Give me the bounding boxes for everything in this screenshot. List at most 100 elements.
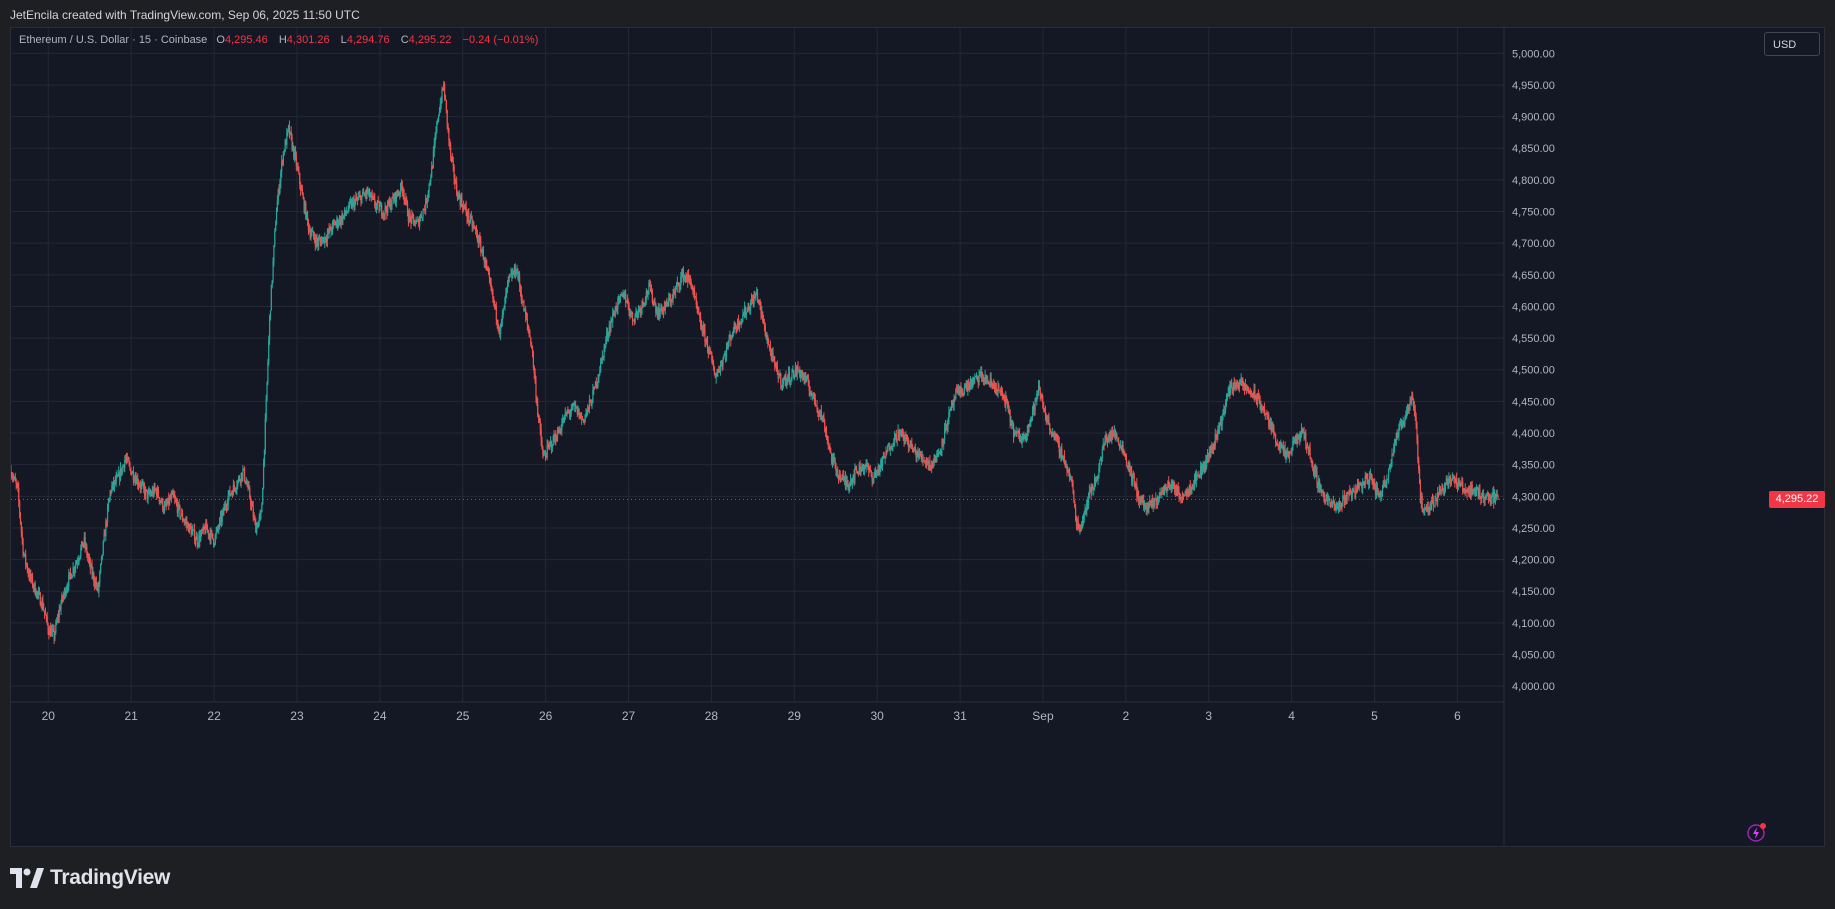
candle-body (1438, 487, 1441, 495)
candle-body (847, 484, 849, 490)
candle-body (613, 314, 616, 316)
candle-body (813, 392, 816, 399)
candle-body (1369, 473, 1372, 478)
candle-body (284, 140, 286, 152)
candle-body (1395, 432, 1397, 443)
candle-body (780, 373, 782, 386)
candle-body (166, 503, 168, 505)
candle-body (1081, 521, 1084, 529)
candle-body (729, 336, 731, 338)
candle-body (212, 533, 214, 539)
candle-body (1102, 444, 1104, 449)
candle-body (529, 334, 531, 338)
candle-body (81, 541, 84, 547)
candle-body (250, 497, 252, 506)
candle-body (979, 375, 981, 377)
y-tick-label: 4,350.00 (1512, 460, 1555, 472)
candle-body (269, 310, 272, 317)
candle-body (64, 589, 66, 596)
candle-body (161, 499, 163, 503)
candle-body (510, 273, 512, 275)
candle-body (145, 489, 147, 491)
candle-body (406, 198, 408, 203)
candle-body (334, 222, 336, 226)
candle-body (1331, 504, 1333, 506)
candle-body (338, 218, 341, 224)
candle-body (656, 311, 658, 313)
candle-body (1322, 490, 1324, 497)
candle-body (1043, 407, 1045, 410)
candle-body (150, 493, 152, 495)
candle-body (1318, 479, 1320, 487)
candle-body (392, 196, 394, 199)
candle-body (750, 303, 752, 310)
candle-body (46, 616, 48, 624)
candle-body (1010, 420, 1012, 423)
candle-body (953, 399, 955, 405)
x-axis-area[interactable] (11, 702, 1504, 846)
y-axis-area[interactable] (1504, 28, 1824, 846)
candle-body (1145, 506, 1147, 511)
candle-body (765, 335, 767, 339)
candle-body (606, 332, 609, 337)
candle-body (774, 361, 776, 367)
candle-body (825, 432, 828, 436)
candle-body (1298, 436, 1300, 440)
candle-body (1294, 438, 1297, 440)
candle-body (1458, 481, 1460, 483)
price-chart[interactable]: 4,000.004,050.004,100.004,150.004,200.00… (11, 28, 1824, 846)
candle-body (1486, 493, 1488, 497)
candle-body (365, 189, 367, 196)
tradingview-wordmark: TradingView (50, 866, 171, 889)
candle-body (501, 314, 503, 321)
candle-body (793, 374, 796, 378)
x-tick-label: 30 (871, 709, 885, 723)
candle-body (823, 416, 825, 422)
candle-body (301, 189, 303, 195)
candle-body (1006, 400, 1009, 404)
candle-body (837, 475, 840, 480)
candle-body (63, 589, 66, 595)
candle-body (1149, 500, 1151, 507)
chart-panel[interactable]: 4,000.00 4,050.00 4,100.00 4,150.00 4,200.00… (10, 27, 1825, 847)
candle-body (1433, 505, 1435, 507)
candle-body (181, 513, 184, 520)
candle-body (952, 400, 954, 405)
candle-body (1060, 447, 1062, 456)
candle-body (178, 503, 180, 507)
candle-body (12, 476, 14, 478)
candle-body (26, 564, 28, 571)
candle-body (1165, 486, 1167, 492)
symbol-name[interactable]: Ethereum / U.S. Dollar · 15 · Coinbase (19, 34, 208, 46)
candle-body (1068, 471, 1071, 480)
candle-body (1208, 451, 1210, 457)
candle-body (1277, 445, 1279, 447)
candle-body (270, 285, 272, 311)
candle-body (1168, 481, 1170, 487)
candle-body (1156, 497, 1158, 505)
candle-body (1216, 435, 1218, 437)
currency-button[interactable]: USD (1764, 32, 1820, 56)
candle-body (269, 316, 271, 340)
candle-body (681, 274, 683, 277)
candle-body (223, 508, 225, 511)
candle-body (826, 435, 828, 441)
candle-body (814, 398, 816, 406)
lightning-alert-icon[interactable] (1745, 822, 1767, 844)
candle-body (1193, 474, 1196, 486)
candle-body (585, 413, 587, 416)
tradingview-logo[interactable]: TradingView (10, 866, 170, 890)
candle-body (913, 446, 916, 450)
candle-body (892, 445, 894, 447)
candle-body (1213, 443, 1216, 447)
candle-body (147, 492, 149, 499)
candle-body (824, 421, 826, 432)
candle-body (647, 292, 649, 294)
candle-body (937, 453, 939, 456)
x-tick-label: 31 (953, 709, 967, 723)
candle-body (515, 273, 517, 276)
candle-body (140, 484, 142, 488)
candle-body (387, 201, 390, 205)
candle-body (732, 332, 734, 334)
candle-body (537, 414, 540, 419)
